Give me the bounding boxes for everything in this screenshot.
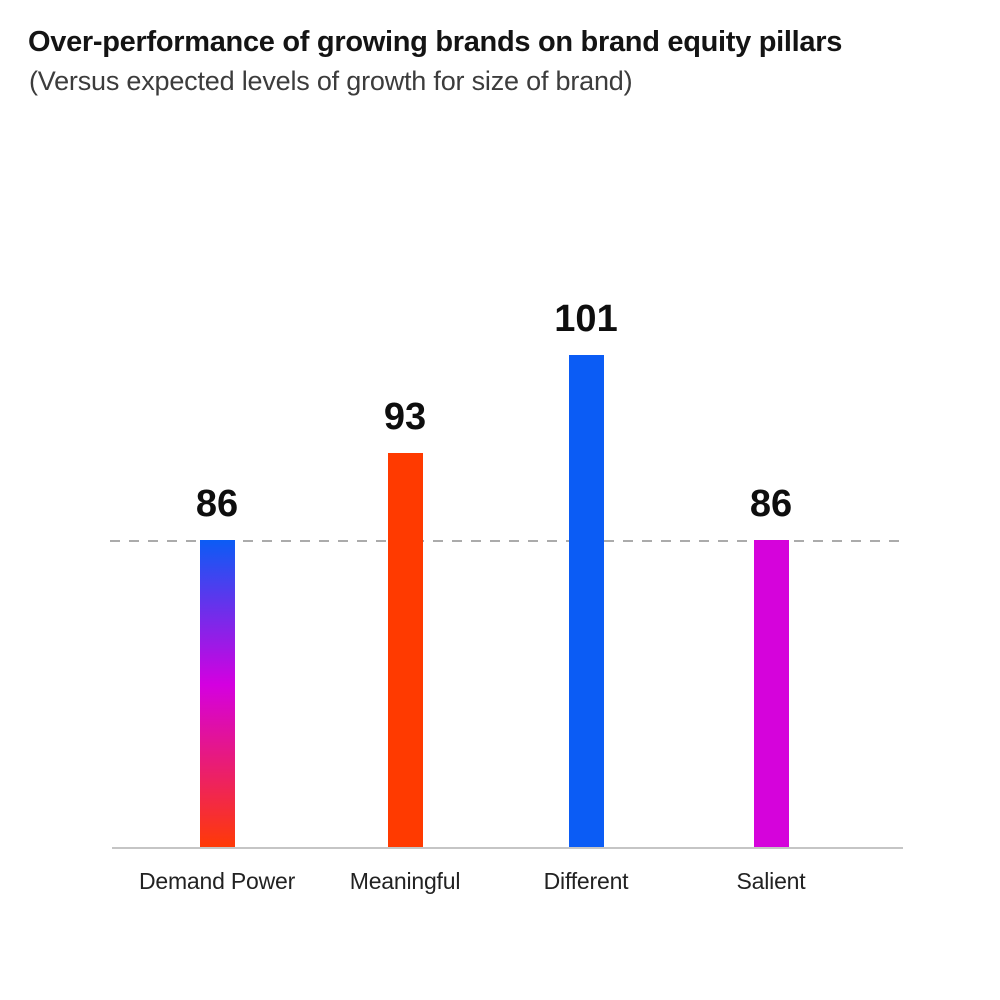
bar-salient <box>753 540 789 848</box>
benchmark-dashed-line <box>110 540 900 542</box>
x-axis-line <box>112 847 903 849</box>
bar-meaningful <box>387 453 423 848</box>
chart-title: Over-performance of growing brands on br… <box>28 26 843 58</box>
bar-value-label: 86 <box>749 483 793 525</box>
bar-category-label: Demand Power <box>138 868 296 894</box>
bar-value-label: 86 <box>195 483 239 525</box>
bar-value-label: 101 <box>554 298 618 340</box>
bar-different <box>568 355 604 848</box>
bar-category-label: Different <box>543 868 629 894</box>
bar-demand-power <box>199 540 235 848</box>
chart-subtitle: (Versus expected levels of growth for si… <box>29 66 633 96</box>
bar-category-label: Salient <box>736 868 806 894</box>
bar-value-label: 93 <box>383 396 427 438</box>
bar-category-label: Meaningful <box>349 868 461 894</box>
